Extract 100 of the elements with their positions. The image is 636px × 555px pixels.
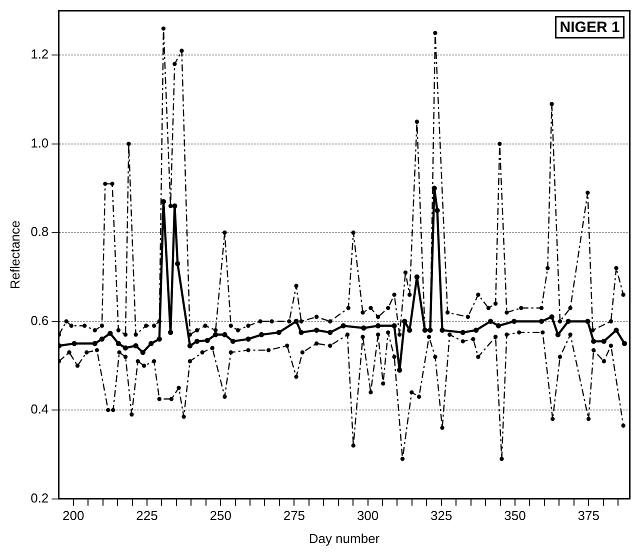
point: [157, 396, 162, 402]
point: [314, 341, 319, 346]
point: [432, 186, 437, 191]
point: [67, 350, 72, 354]
point: [360, 334, 365, 339]
point: [200, 350, 204, 354]
point: [622, 340, 628, 346]
y-tick-label: 0.2: [30, 490, 49, 506]
point: [476, 354, 480, 359]
point: [175, 261, 180, 266]
point: [222, 394, 227, 399]
point: [122, 345, 128, 351]
point: [601, 338, 606, 344]
point: [591, 348, 596, 352]
point: [414, 274, 420, 280]
point: [410, 390, 414, 394]
point: [176, 386, 181, 390]
point: [298, 330, 304, 336]
point: [133, 343, 138, 348]
point: [555, 332, 561, 338]
point: [72, 340, 77, 346]
point: [75, 364, 80, 368]
x-tick-label: 250: [210, 508, 232, 524]
point: [614, 328, 619, 333]
point: [400, 456, 405, 461]
x-tick-label: 200: [62, 508, 84, 524]
point: [246, 336, 251, 342]
point: [172, 203, 178, 209]
point: [94, 348, 100, 352]
point: [246, 348, 250, 352]
point: [142, 364, 146, 368]
point: [123, 354, 128, 359]
point: [416, 394, 422, 399]
point: [300, 350, 305, 354]
point: [460, 339, 465, 344]
point: [258, 332, 264, 338]
y-tick-label: 1.0: [30, 135, 49, 150]
point: [586, 416, 591, 422]
point: [140, 350, 146, 355]
point: [538, 318, 544, 324]
point: [152, 359, 156, 364]
point: [549, 314, 554, 320]
point: [368, 390, 373, 394]
x-axis-title: Day number: [308, 530, 380, 546]
y-axis-title: Reflectance: [7, 220, 22, 290]
point: [222, 332, 228, 338]
point: [108, 330, 113, 336]
point: [194, 338, 200, 344]
point: [474, 328, 479, 333]
point: [386, 330, 390, 335]
x-tick-label: 300: [356, 508, 379, 524]
point: [448, 332, 452, 337]
point: [148, 340, 154, 346]
point: [396, 368, 402, 373]
point: [512, 318, 517, 324]
point: [361, 325, 366, 331]
point: [84, 350, 89, 354]
point: [500, 456, 504, 461]
point: [182, 414, 186, 419]
point: [375, 323, 381, 328]
point: [285, 344, 290, 348]
point: [426, 334, 432, 339]
point: [392, 354, 396, 359]
point: [117, 350, 122, 354]
point: [99, 336, 105, 342]
x-tick-label: 325: [430, 508, 452, 524]
point: [496, 323, 502, 328]
point: [136, 359, 140, 364]
point: [433, 354, 438, 359]
point: [460, 330, 466, 336]
point: [111, 408, 116, 412]
point: [376, 332, 380, 337]
point: [106, 408, 110, 412]
y-tick-label: 0.4: [30, 402, 49, 417]
point: [402, 318, 408, 324]
point: [328, 344, 332, 348]
x-tick-label: 225: [136, 508, 158, 524]
point: [504, 332, 509, 337]
point: [540, 330, 545, 335]
point: [294, 374, 298, 379]
point: [169, 396, 174, 402]
point: [92, 340, 98, 346]
point: [230, 338, 236, 344]
point: [550, 416, 555, 422]
point: [116, 340, 122, 346]
point: [493, 334, 498, 339]
point: [351, 443, 356, 448]
y-tick-label: 0.6: [30, 312, 49, 328]
point: [228, 350, 233, 354]
x-tick-label: 275: [283, 508, 306, 524]
point: [156, 336, 162, 342]
point: [380, 381, 386, 386]
point: [314, 328, 320, 333]
point: [590, 338, 596, 344]
point: [328, 330, 333, 336]
point: [558, 354, 562, 359]
point: [440, 426, 444, 430]
point: [188, 359, 192, 364]
point: [294, 318, 299, 324]
point: [212, 332, 218, 338]
